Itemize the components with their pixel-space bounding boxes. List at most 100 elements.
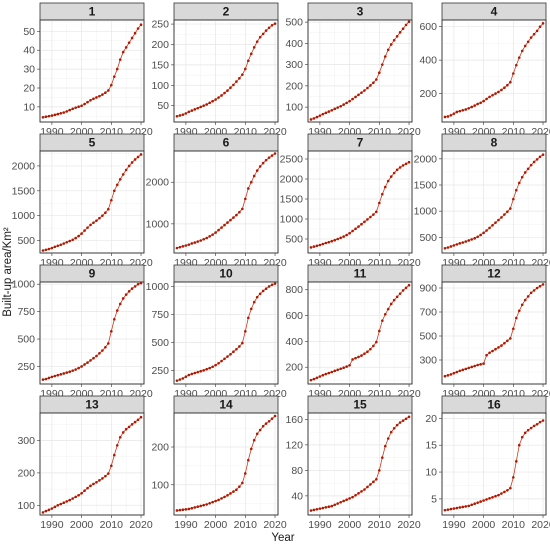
data-point bbox=[467, 504, 471, 508]
plot-area bbox=[173, 281, 279, 385]
data-point bbox=[104, 91, 107, 95]
data-point bbox=[62, 501, 66, 505]
panel-border bbox=[441, 412, 547, 516]
data-point bbox=[238, 77, 241, 80]
data-point bbox=[187, 507, 191, 511]
series-line bbox=[444, 420, 544, 511]
data-point bbox=[506, 210, 509, 213]
data-point bbox=[205, 103, 208, 106]
y-tick-label: 40 bbox=[291, 490, 303, 502]
data-point bbox=[92, 482, 95, 486]
data-point bbox=[375, 478, 378, 481]
data-point bbox=[127, 290, 131, 293]
data-point bbox=[112, 75, 116, 78]
data-point bbox=[404, 286, 408, 290]
data-point bbox=[535, 286, 539, 290]
data-point bbox=[386, 437, 390, 440]
data-point bbox=[386, 48, 390, 52]
data-point bbox=[68, 108, 72, 112]
data-point bbox=[223, 91, 226, 95]
data-point bbox=[443, 115, 447, 119]
data-point bbox=[348, 497, 351, 500]
facet-title: 10 bbox=[219, 267, 233, 281]
data-point bbox=[86, 486, 89, 490]
data-point bbox=[238, 210, 241, 214]
data-point bbox=[65, 241, 69, 244]
y-tick-label: 500 bbox=[419, 232, 437, 244]
data-point bbox=[41, 511, 45, 514]
data-point bbox=[523, 298, 527, 302]
facet-title: 16 bbox=[487, 398, 501, 412]
data-point bbox=[98, 479, 101, 482]
y-tick-label: 500 bbox=[419, 331, 437, 343]
data-point bbox=[193, 241, 197, 244]
y-tick-label: 200 bbox=[285, 80, 303, 92]
y-tick-label: 2000 bbox=[414, 153, 438, 165]
data-point bbox=[318, 243, 322, 247]
data-point bbox=[395, 35, 399, 38]
data-point bbox=[375, 340, 378, 344]
data-point bbox=[363, 89, 366, 92]
data-point bbox=[357, 355, 360, 359]
data-point bbox=[470, 365, 474, 369]
facet-title: 13 bbox=[85, 398, 99, 412]
data-point bbox=[354, 356, 357, 360]
y-tick-label: 200 bbox=[419, 88, 437, 100]
data-point bbox=[512, 327, 515, 331]
data-point bbox=[187, 110, 191, 114]
data-point bbox=[404, 23, 408, 27]
data-point bbox=[360, 222, 363, 226]
data-point bbox=[389, 302, 393, 306]
data-point bbox=[59, 112, 63, 115]
y-tick-label: 1000 bbox=[12, 210, 36, 222]
data-point bbox=[383, 185, 387, 189]
data-point bbox=[110, 198, 113, 202]
data-point bbox=[458, 109, 462, 113]
panel-border bbox=[307, 281, 413, 385]
data-point bbox=[68, 498, 72, 502]
data-point bbox=[446, 508, 450, 511]
plot-area bbox=[441, 281, 547, 385]
data-point bbox=[193, 506, 197, 509]
facet-panel-15: 15 1990 2000 2010 2020 40 80 120 160 bbox=[285, 395, 421, 531]
data-point bbox=[196, 505, 200, 508]
data-point bbox=[255, 40, 259, 43]
y-tick-label: 5 bbox=[431, 493, 437, 505]
data-point bbox=[470, 238, 474, 241]
data-point bbox=[107, 89, 110, 92]
data-point bbox=[223, 223, 226, 227]
data-point bbox=[360, 91, 363, 94]
data-point bbox=[488, 497, 491, 500]
data-point bbox=[208, 366, 211, 370]
data-point bbox=[136, 282, 140, 286]
data-point bbox=[378, 71, 381, 74]
data-point bbox=[315, 115, 319, 119]
data-point bbox=[190, 372, 194, 376]
series-line bbox=[42, 416, 142, 513]
data-point bbox=[342, 499, 345, 503]
data-point bbox=[541, 22, 545, 25]
data-point bbox=[258, 165, 262, 168]
data-point bbox=[491, 223, 494, 227]
data-point bbox=[324, 372, 328, 376]
data-point bbox=[83, 229, 86, 232]
data-point bbox=[339, 500, 342, 504]
data-point bbox=[229, 492, 232, 495]
data-point bbox=[246, 316, 250, 320]
data-point bbox=[535, 422, 539, 426]
data-point bbox=[458, 506, 462, 509]
data-point bbox=[56, 244, 60, 248]
y-tick-label: 40 bbox=[23, 45, 35, 57]
data-point bbox=[232, 490, 235, 493]
data-point bbox=[497, 90, 500, 94]
y-tick-label: 800 bbox=[285, 284, 303, 296]
data-point bbox=[357, 93, 360, 97]
data-point bbox=[68, 370, 72, 374]
y-tick-label: 30 bbox=[23, 64, 35, 76]
facet-title: 2 bbox=[223, 5, 230, 19]
data-point bbox=[407, 20, 411, 24]
